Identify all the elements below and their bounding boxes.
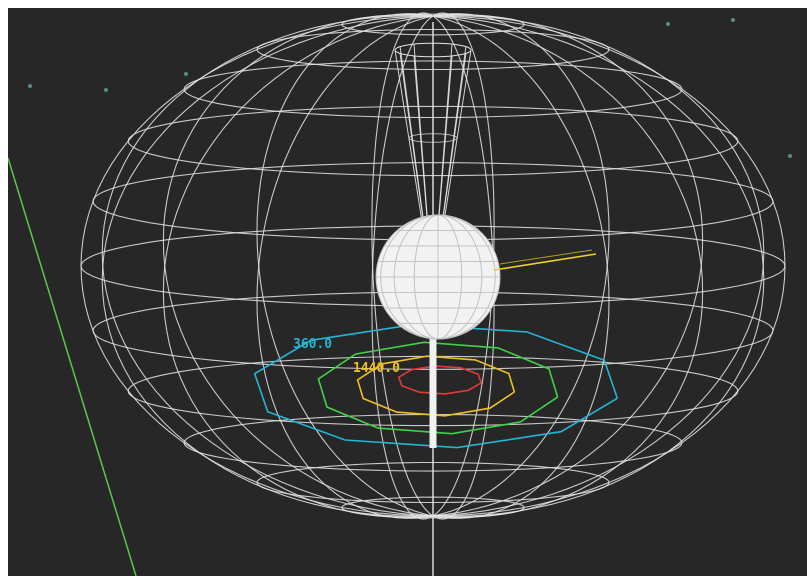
- meridian-line: [101, 15, 434, 517]
- star-5: [788, 154, 792, 158]
- meridian-line: [432, 15, 765, 517]
- scene-canvas: 360.0 1440.0: [8, 12, 792, 576]
- meridian-line: [432, 13, 610, 517]
- contour-middle: [317, 341, 559, 435]
- funnel-line: [413, 44, 429, 227]
- meridian-line: [256, 15, 434, 519]
- marker-line-2: [499, 249, 593, 265]
- funnel-rim: [394, 42, 472, 58]
- contour-label-outer: 360.0: [293, 337, 332, 352]
- star-3: [666, 22, 670, 26]
- meridian-line: [432, 15, 610, 519]
- meridian-line: [432, 15, 704, 518]
- yellow-marker-line: [493, 249, 597, 271]
- background-stars: [28, 18, 792, 158]
- meridian-line: [162, 15, 434, 518]
- contour-label-inner: 1440.0: [353, 361, 400, 376]
- funnel-ring: [408, 133, 458, 143]
- wireframe-funnel: [394, 42, 472, 230]
- star-2: [184, 72, 188, 76]
- star-1: [104, 88, 108, 92]
- meridian-line: [432, 14, 704, 517]
- meridian-line: [432, 15, 765, 517]
- contour-core: [397, 365, 482, 395]
- meridian-line: [432, 15, 786, 517]
- funnel-line: [441, 46, 467, 228]
- meridian-line: [371, 12, 434, 517]
- 3d-scene[interactable]: 360.0 1440.0: [8, 8, 807, 576]
- green-axis-line: [8, 157, 137, 576]
- meridian-line: [101, 15, 434, 517]
- meridian-line: [432, 12, 495, 517]
- meridian-line: [162, 14, 434, 517]
- white-sphere[interactable]: [375, 214, 501, 340]
- funnel-line: [437, 44, 453, 227]
- meridian-line: [80, 15, 434, 517]
- contour-inner: [356, 355, 516, 417]
- wireframe-field-surface: [80, 12, 786, 576]
- star-4: [731, 18, 735, 22]
- contour-outer: [253, 323, 619, 449]
- star-0: [28, 84, 32, 88]
- contour-lines: [253, 323, 619, 449]
- meridian-line: [256, 13, 434, 517]
- sphere-grid: [380, 214, 496, 340]
- funnel-line: [399, 46, 425, 228]
- marker-line: [493, 253, 597, 271]
